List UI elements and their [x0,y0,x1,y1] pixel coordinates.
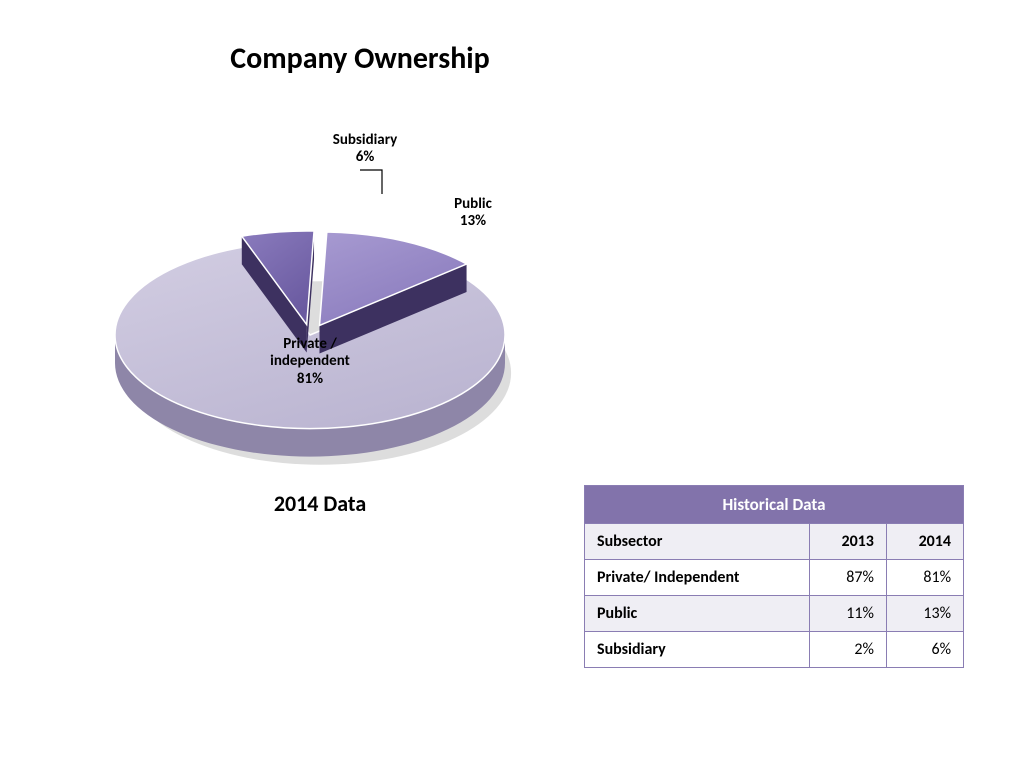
slice-label-public: Public 13% [438,196,508,231]
slice-label-subsidiary: Subsidiary 6% [320,132,410,167]
ownership-pie-chart: Private / independent 81% Subsidiary 6% … [90,160,550,480]
historical-data-table: Historical Data Subsector 2013 2014 Priv… [584,485,964,668]
page-title: Company Ownership [0,40,720,77]
chart-caption: 2014 Data [90,490,550,517]
col-2014: 2014 [886,524,963,560]
col-2013: 2013 [809,524,886,560]
table-row: Private/ Independent 87% 81% [585,560,964,596]
col-subsector: Subsector [585,524,810,560]
table-title: Historical Data [585,486,964,524]
table-row: Public 11% 13% [585,596,964,632]
table-row: Subsidiary 2% 6% [585,632,964,668]
slice-label-private: Private / independent 81% [250,336,370,388]
